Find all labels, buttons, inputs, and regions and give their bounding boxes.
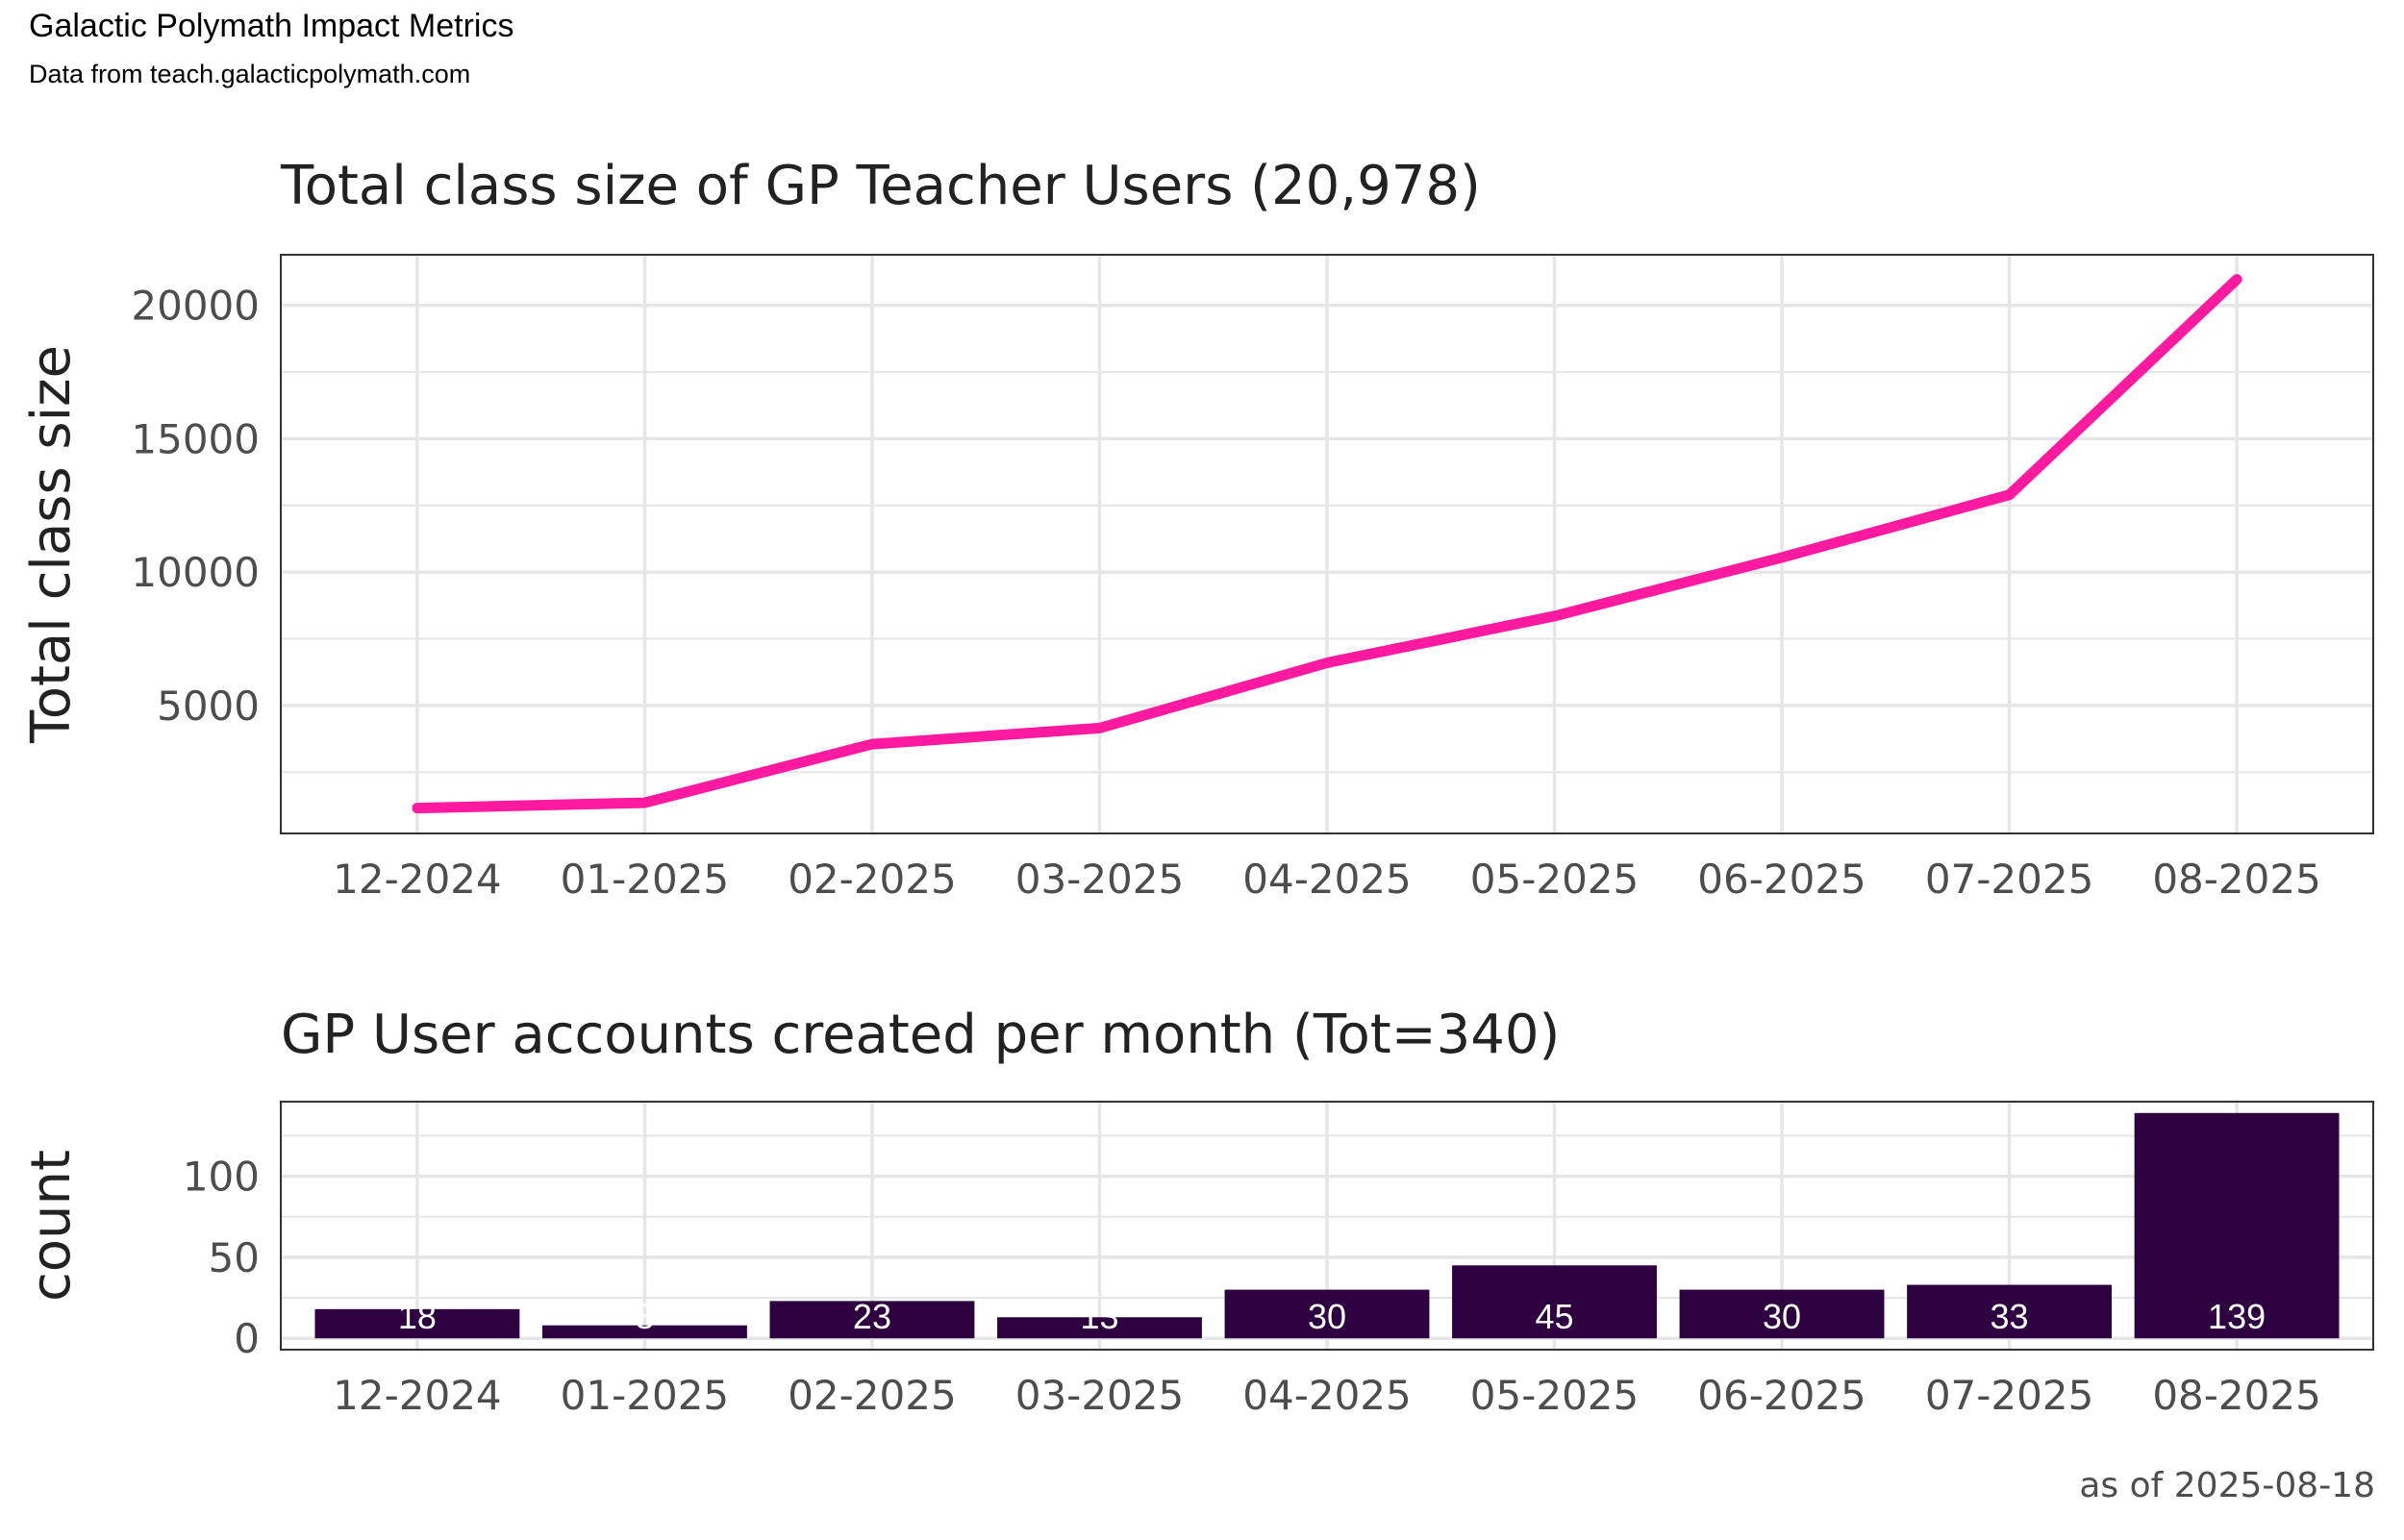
bar-value-label: 13 [1080,1297,1118,1336]
x-tick-label: 08-2025 [2152,1372,2321,1419]
bar-value-label: 18 [398,1297,437,1336]
page-title: Galactic Polymath Impact Metrics [29,8,514,44]
x-tick-label: 06-2025 [1697,1372,1866,1419]
bar-chart-bars [314,1112,2340,1339]
bar-value-label: 139 [2208,1297,2266,1336]
bar-value-label: 30 [1308,1297,1346,1336]
y-tick-label: 50 [209,1234,260,1281]
y-tick-label: 15000 [131,415,260,462]
x-tick-label: 02-2025 [788,856,957,903]
bar-04-2025 [1224,1289,1430,1339]
y-tick-label: 100 [183,1154,260,1201]
x-tick-label: 04-2025 [1242,1372,1412,1419]
x-tick-label: 01-2025 [561,1372,730,1419]
y-tick-label: 10000 [131,549,260,596]
bar-chart-panel-border [280,1101,2374,1351]
bar-12-2024 [314,1308,520,1339]
line-chart-title: Total class size of GP Teacher Users (20… [280,155,1481,217]
bar-08-2025 [2134,1112,2340,1339]
class-size-series-line [412,274,2242,814]
bar-value-label: 45 [1535,1297,1573,1336]
line-chart-x-ticks: 12-2024 01-2025 02-2025 03-2025 04-2025 05-20… [333,856,2321,903]
bar-value-label: 8 [635,1297,654,1336]
page-subtitle: Data from teach.galacticpolymath.com [29,60,471,88]
x-tick-label: 06-2025 [1697,856,1866,903]
bar-chart-data-labels: 18 8 23 13 30 45 30 33 139 [398,1297,2266,1336]
bar-06-2025 [1679,1289,1885,1339]
bar-03-2025 [997,1317,1202,1339]
x-tick-label: 02-2025 [788,1372,957,1419]
bar-02-2025 [769,1301,975,1339]
bar-value-label: 23 [853,1297,891,1336]
bar-value-label: 33 [1991,1297,2029,1336]
x-tick-label: 03-2025 [1015,856,1185,903]
x-tick-label: 05-2025 [1470,856,1640,903]
bar-value-label: 30 [1763,1297,1801,1336]
x-tick-label: 05-2025 [1470,1372,1640,1419]
bar-chart-y-ticks: 0 50 100 [183,1154,260,1363]
y-tick-label: 20000 [131,283,260,330]
bar-chart-title: GP User accounts created per month (Tot=… [281,1004,1560,1066]
x-tick-label: 04-2025 [1242,856,1412,903]
y-tick-label: 5000 [157,683,260,730]
bar-chart: GP User accounts created per month (Tot=… [20,1004,2374,1419]
bar-chart-x-ticks: 12-2024 01-2025 02-2025 03-2025 04-2025 05-20… [333,1372,2321,1419]
as-of-caption: as of 2025-08-18 [2079,1466,2375,1505]
x-tick-label: 07-2025 [1925,1372,2094,1419]
bar-chart-y-axis-label: count [20,1150,83,1302]
x-tick-label: 12-2024 [333,856,502,903]
line-chart-grid [281,255,2373,833]
x-tick-label: 12-2024 [333,1372,502,1419]
line-chart-y-ticks: 5000 10000 15000 20000 [131,283,260,730]
x-tick-label: 07-2025 [1925,856,2094,903]
x-tick-label: 08-2025 [2152,856,2321,903]
bar-01-2025 [542,1325,747,1339]
y-tick-label: 0 [234,1315,260,1362]
bar-05-2025 [1452,1265,1657,1339]
x-tick-label: 03-2025 [1015,1372,1185,1419]
line-chart-y-axis-label: Total class size [20,345,83,744]
line-chart: Total class size of GP Teacher Users (20… [20,155,2374,903]
bar-07-2025 [1907,1284,2112,1339]
line-chart-panel-border [280,254,2374,834]
x-tick-label: 01-2025 [561,856,730,903]
